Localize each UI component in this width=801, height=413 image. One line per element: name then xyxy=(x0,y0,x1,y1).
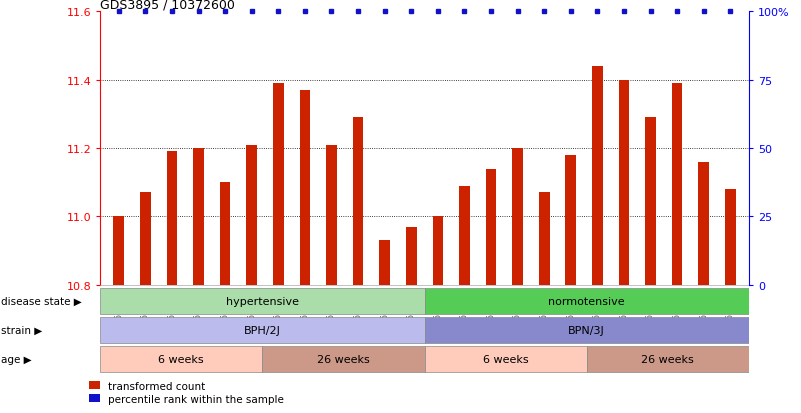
Text: 26 weeks: 26 weeks xyxy=(317,354,370,364)
Bar xyxy=(247,145,257,285)
Bar xyxy=(618,81,630,285)
Bar xyxy=(698,162,709,285)
Bar xyxy=(263,346,425,373)
Text: 6 weeks: 6 weeks xyxy=(483,354,529,364)
Bar xyxy=(352,118,364,285)
Bar xyxy=(539,193,549,285)
Bar xyxy=(646,118,656,285)
Bar xyxy=(433,217,443,285)
Text: 26 weeks: 26 weeks xyxy=(642,354,694,364)
Bar xyxy=(425,288,749,315)
Bar xyxy=(485,169,497,285)
Text: hypertensive: hypertensive xyxy=(226,297,299,306)
Bar xyxy=(587,346,749,373)
Bar xyxy=(406,227,417,285)
Bar xyxy=(672,84,682,285)
Text: disease state ▶: disease state ▶ xyxy=(1,297,82,306)
Bar xyxy=(566,156,576,285)
Bar xyxy=(100,317,425,344)
Bar xyxy=(459,186,469,285)
Text: BPN/3J: BPN/3J xyxy=(569,325,605,335)
Text: strain ▶: strain ▶ xyxy=(1,325,42,335)
Bar xyxy=(193,149,203,285)
Bar xyxy=(167,152,177,285)
Bar xyxy=(380,241,390,285)
Bar xyxy=(326,145,336,285)
Bar xyxy=(100,346,263,373)
Bar xyxy=(100,288,425,315)
Bar xyxy=(592,67,602,285)
Bar xyxy=(725,190,735,285)
Bar xyxy=(425,346,587,373)
Text: GDS3895 / 10372600: GDS3895 / 10372600 xyxy=(100,0,235,11)
Bar xyxy=(513,149,523,285)
Bar xyxy=(140,193,151,285)
Text: normotensive: normotensive xyxy=(549,297,625,306)
Text: BPH/2J: BPH/2J xyxy=(244,325,281,335)
Bar xyxy=(114,217,124,285)
Bar xyxy=(273,84,284,285)
Legend: transformed count, percentile rank within the sample: transformed count, percentile rank withi… xyxy=(90,381,284,404)
Bar xyxy=(425,317,749,344)
Text: age ▶: age ▶ xyxy=(1,354,31,364)
Bar xyxy=(219,183,231,285)
Text: 6 weeks: 6 weeks xyxy=(159,354,204,364)
Bar xyxy=(300,91,310,285)
